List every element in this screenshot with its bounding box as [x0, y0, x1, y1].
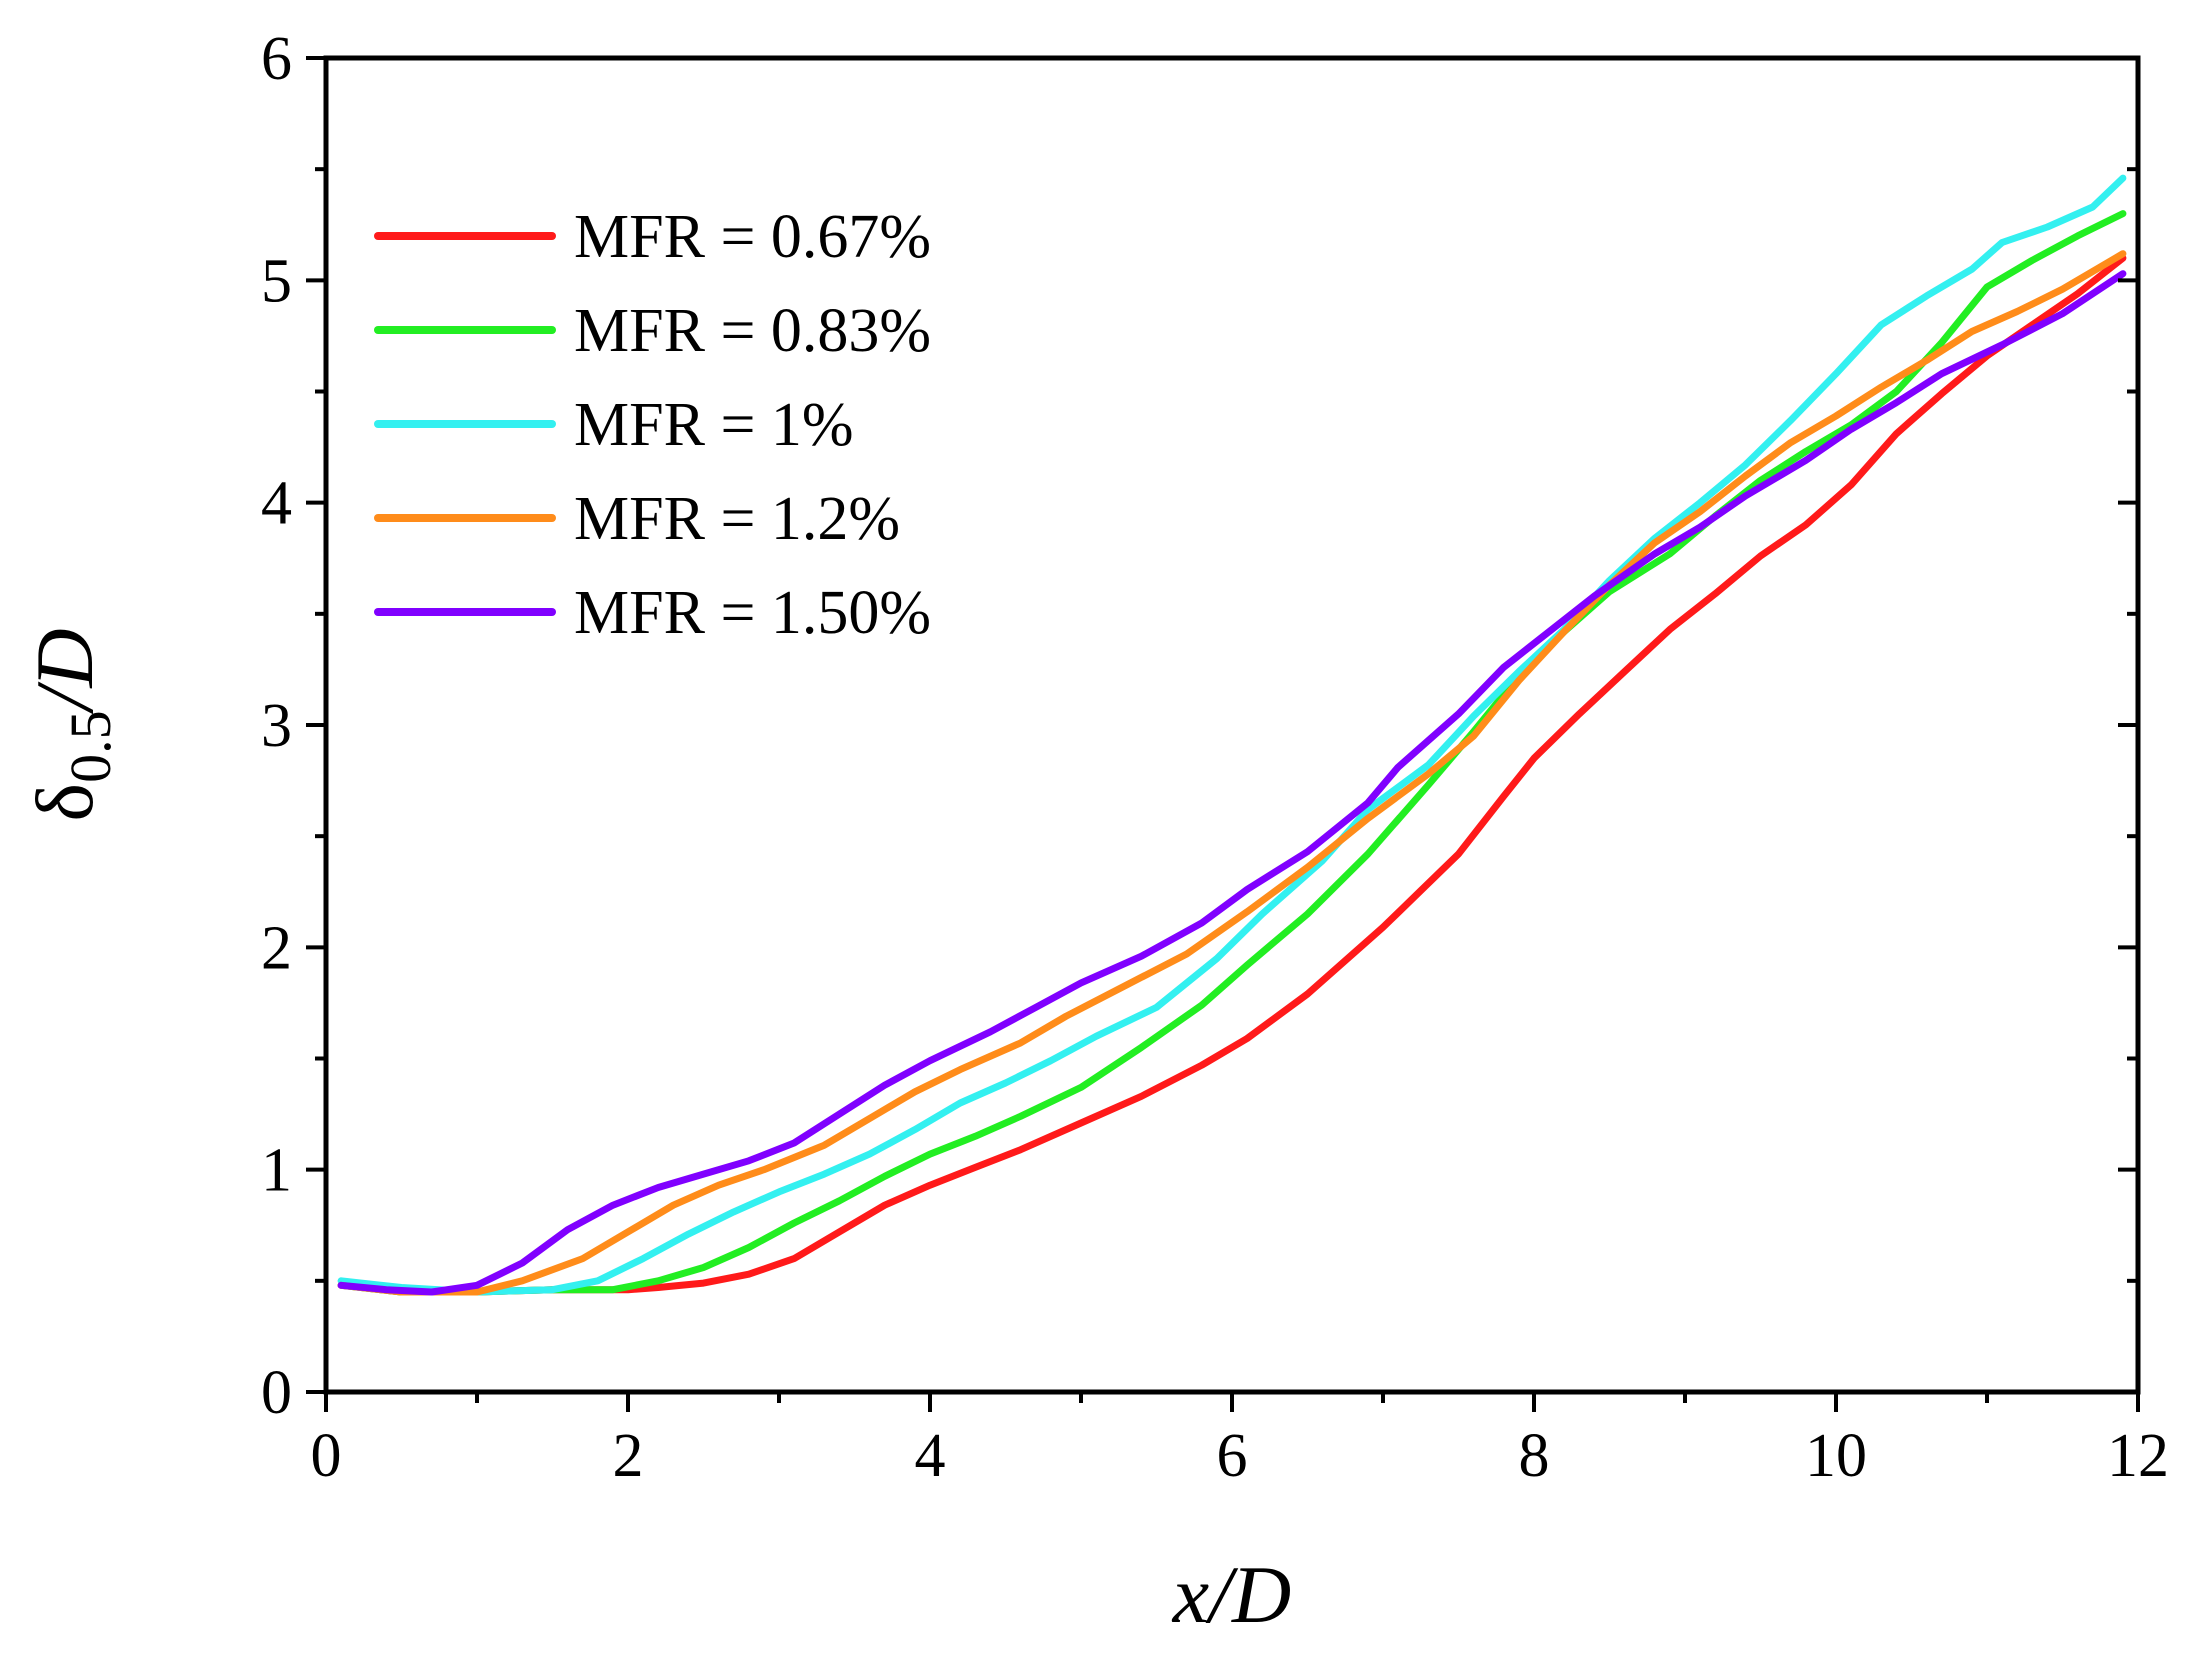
x-tick-label: 0 — [311, 1422, 342, 1490]
legend-label-2: MFR = 0.83% — [574, 297, 931, 365]
legend: MFR = 0.67% MFR = 0.83% MFR = 1% MFR = 1.2%… — [374, 203, 931, 647]
y-tick-label: 0 — [261, 1359, 292, 1427]
series-line-2 — [337, 210, 2127, 1296]
legend-label-5: MFR = 1.50% — [574, 579, 931, 647]
x-tick-label: 12 — [2107, 1422, 2169, 1490]
series-line-1 — [337, 254, 2127, 1296]
x-tick-label: 2 — [613, 1422, 644, 1490]
y-tick-label: 2 — [261, 914, 292, 982]
y-tick-label: 4 — [261, 470, 292, 538]
y-tick-label: 3 — [261, 692, 292, 760]
x-tick-label: 10 — [1805, 1422, 1867, 1490]
series-line-4 — [337, 250, 2127, 1296]
x-tick-label: 6 — [1217, 1422, 1248, 1490]
series-layer — [337, 174, 2127, 1296]
series-line-5 — [337, 270, 2127, 1296]
x-tick-label: 4 — [915, 1422, 946, 1490]
x-tick-label: 8 — [1519, 1422, 1550, 1490]
y-tick-label: 6 — [261, 25, 292, 93]
x-axis-title: x/D — [1172, 1549, 1291, 1640]
legend-label-4: MFR = 1.2% — [574, 485, 900, 553]
y-axis-title: δ0.5/D — [19, 628, 123, 821]
y-tick-label: 1 — [261, 1137, 292, 1205]
legend-label-3: MFR = 1% — [574, 391, 854, 459]
legend-label-1: MFR = 0.67% — [574, 203, 931, 271]
series-line-3 — [337, 174, 2127, 1296]
y-tick-label: 5 — [261, 247, 292, 315]
